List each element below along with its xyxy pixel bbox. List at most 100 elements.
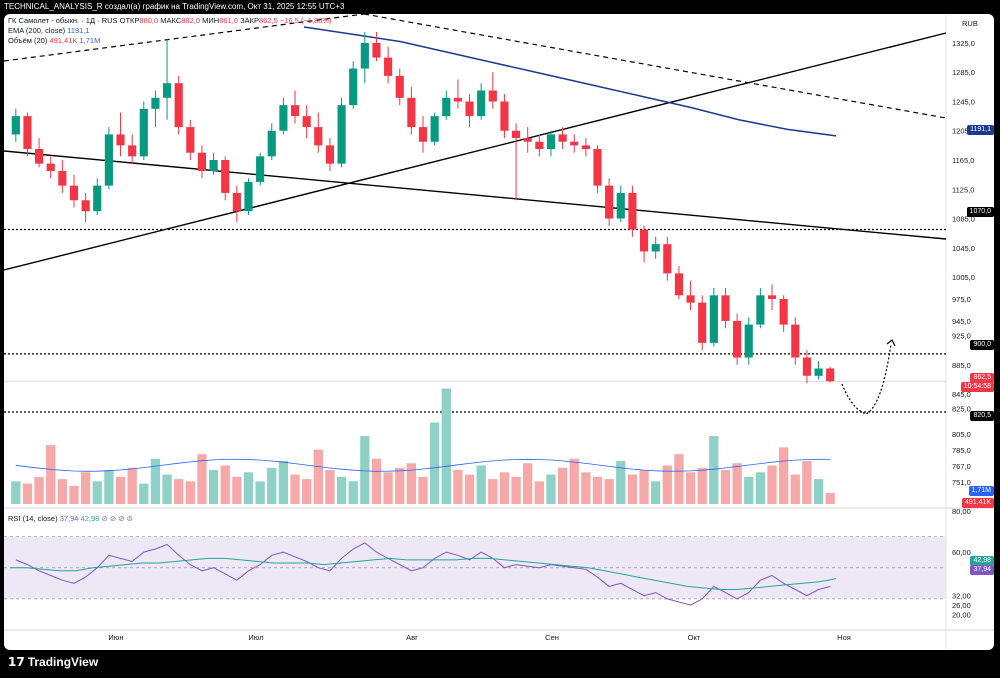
legend-close-value: 862,5 [258,16,278,25]
descending-trendline [4,150,947,240]
candle-body [593,149,602,186]
legend-volume[interactable]: Объём (20) 491,41K 1,71M [8,36,100,46]
price-tick: 1085,0 [952,215,975,224]
level-1070-label: 1070,0 [966,207,994,217]
volume-bar [604,479,614,504]
ema-price-label: 1191,1 [967,125,994,135]
candle-body [756,295,765,325]
price-tick: 785,0 [952,446,971,455]
candle-body [384,57,393,76]
candle-body [232,192,241,212]
volume-bar [813,479,824,504]
chart-svg[interactable]: 1325,0 1285,0 1245,0 1205,0 1165,0 1125,0 1085… [4,14,994,650]
candle-body [360,42,369,69]
candle-body [686,295,695,303]
candle-body [407,97,416,128]
legend-ema[interactable]: EMA (200, close) 1191,1 [8,26,90,36]
candle-body [267,130,276,157]
price-tick: 1245,0 [952,97,975,106]
legend-rsi-eyes-icon[interactable]: ⊘ ⊘ ⊘ ⊘ [101,514,133,523]
legend-close-label: ЗАКР [240,16,259,25]
last-price-label: 862,5 [970,373,994,383]
volume-bar [80,472,91,504]
volume-bar [162,474,172,504]
candle-body [116,134,125,146]
time-label: Ноя [837,633,851,642]
candle-body [302,116,311,128]
candle-body [349,68,358,106]
legend-high-value: 882,0 [181,16,201,25]
volume-bar [488,479,498,504]
brand-name: TradingView [27,655,99,669]
candle-body [535,141,544,150]
candle-body [35,149,44,164]
volume-bar [185,481,195,504]
level-900-label: 900,0 [970,340,994,350]
price-tick: 767,0 [952,462,971,471]
candle-body [372,42,381,58]
candle-body [395,75,404,98]
candle-body [709,295,718,343]
candle-body [23,116,32,150]
legend-high-label: МАКС [160,16,182,25]
volume-bar [720,470,731,504]
volume-bar [429,422,440,504]
candle-body [337,105,346,164]
time-label: Июл [248,633,263,642]
candle-body [500,101,509,131]
candle-body [58,170,67,186]
legend-open-label: ОТКР [119,16,140,25]
tradingview-brand[interactable]: 17 TradingView [8,655,98,669]
volume-bar [499,472,510,504]
candle-body [442,97,451,117]
volume-bar [767,465,777,504]
candle-body [244,181,253,212]
countdown-label: 10:54:58 [960,382,994,392]
price-tick: 885,0 [952,361,971,370]
volume-bar [208,470,219,504]
rsi-tick: 60,00 [952,548,971,557]
candle-body [290,105,300,117]
time-label: Окт [688,633,701,642]
rsi-tick: 20,00 [952,610,971,619]
candle-body [477,90,486,117]
volume-bar [418,476,428,504]
candle-body [639,229,649,252]
price-tick: 945,0 [952,317,971,326]
volume-bar [243,472,254,504]
price-tick: 825,0 [952,405,971,414]
candle-body [314,127,323,146]
volume-bar [627,474,638,504]
legend-rsi-ma-value: 42,98 [80,514,100,523]
price-tick: 1285,0 [952,68,975,77]
time-label: Авг [406,633,418,642]
candle-body [826,368,835,382]
candle-body [721,295,730,321]
volume-bar [46,445,56,504]
projection-arrow [841,343,892,415]
candle-body [674,273,684,296]
volume-bar [267,467,277,504]
volume-bar [34,476,44,504]
price-tick: 751,0 [952,478,971,487]
chart-panel[interactable]: 1325,0 1285,0 1245,0 1205,0 1165,0 1125,0 1085… [4,14,994,650]
candle-body [151,97,160,109]
candle-body [651,244,660,252]
candle-body [511,130,521,139]
legend-open-value: 880,0 [139,16,159,25]
volume-bar [534,481,544,504]
volume-bar [546,474,556,504]
volume-bar [685,472,696,504]
price-tick: 1125,0 [952,185,974,194]
legend-change: −16,5 (−1,88%) [279,16,332,25]
candle-body [698,302,707,343]
price-tick: 1005,0 [952,273,975,282]
volume-bar [395,467,405,504]
candle-body [791,324,800,358]
legend-rsi[interactable]: RSI (14, close) 37,94 42,98 ⊘ ⊘ ⊘ ⊘ [8,514,133,524]
legend-volume-value: 491,41K [49,36,78,45]
rsi-ma-line [10,557,837,590]
time-label: Июн [108,633,123,642]
currency-label: RUB [962,19,978,28]
volume-bar [523,463,533,504]
